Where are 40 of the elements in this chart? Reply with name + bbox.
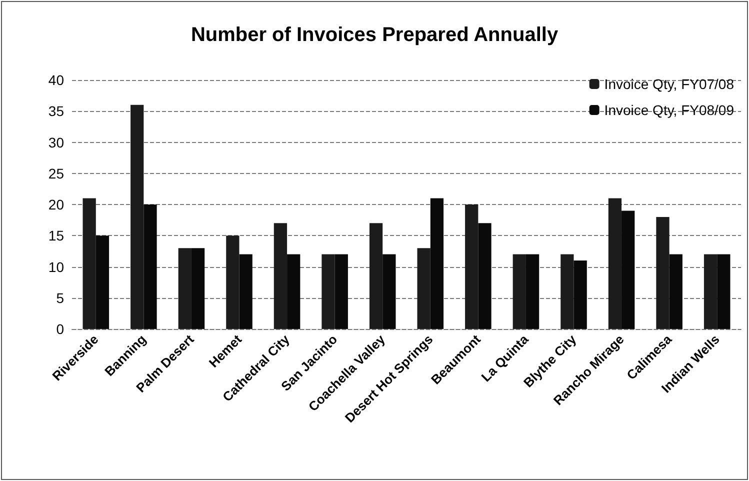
y-tick-label: 5 bbox=[56, 290, 64, 306]
bar bbox=[144, 204, 157, 329]
bar bbox=[96, 236, 110, 329]
bar bbox=[512, 254, 526, 329]
y-tick-label: 20 bbox=[48, 196, 64, 212]
chart-title: Number of Invoices Prepared Annually bbox=[190, 24, 559, 46]
bar bbox=[287, 254, 300, 329]
legend-label: Invoice Qty, FY07/08 bbox=[604, 76, 734, 92]
bar bbox=[239, 254, 252, 329]
y-tick-label: 25 bbox=[48, 165, 64, 182]
bar bbox=[191, 248, 205, 329]
bar bbox=[656, 216, 670, 329]
y-tick-label: 30 bbox=[48, 134, 64, 150]
bar bbox=[704, 254, 718, 329]
y-tick-label: 10 bbox=[48, 258, 64, 275]
bar bbox=[717, 254, 730, 329]
bar bbox=[226, 236, 240, 329]
bar bbox=[417, 248, 430, 329]
bar bbox=[478, 223, 492, 329]
bar bbox=[369, 223, 383, 329]
y-tick-label: 35 bbox=[48, 103, 64, 120]
bar bbox=[178, 248, 192, 329]
bar bbox=[608, 198, 622, 329]
bar bbox=[274, 223, 288, 329]
bar bbox=[465, 204, 478, 329]
bar bbox=[669, 254, 682, 329]
y-tick-label: 40 bbox=[48, 72, 64, 88]
legend-label: Invoice Qty, FY08/09 bbox=[604, 102, 734, 118]
bar bbox=[82, 198, 96, 329]
bar bbox=[322, 254, 335, 329]
bar bbox=[334, 254, 348, 329]
bar bbox=[574, 260, 587, 329]
bar bbox=[130, 104, 144, 329]
bar bbox=[430, 198, 444, 329]
y-tick-label: 0 bbox=[56, 321, 64, 337]
y-tick-label: 15 bbox=[48, 228, 64, 244]
bar bbox=[622, 210, 635, 329]
bar bbox=[526, 254, 540, 329]
bar bbox=[382, 254, 396, 329]
bar bbox=[560, 254, 574, 329]
